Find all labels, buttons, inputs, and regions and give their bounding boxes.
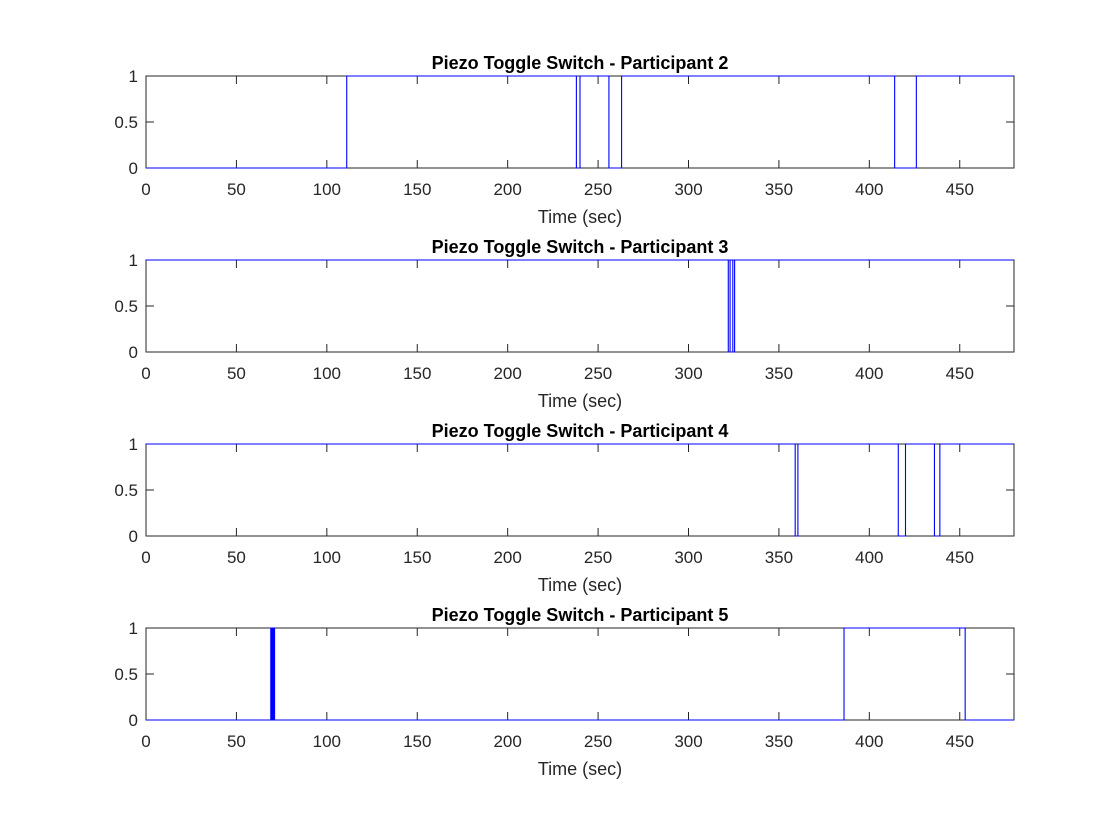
x-tick-label: 400 <box>855 732 883 751</box>
x-tick-label: 0 <box>141 548 150 567</box>
x-tick-label: 150 <box>403 364 431 383</box>
x-tick-label: 150 <box>403 180 431 199</box>
x-tick-label: 300 <box>674 180 702 199</box>
x-tick-label: 400 <box>855 364 883 383</box>
x-axis-label: Time (sec) <box>538 759 622 779</box>
x-tick-label: 350 <box>765 548 793 567</box>
x-axis-label: Time (sec) <box>538 391 622 411</box>
subplot-title: Piezo Toggle Switch - Participant 3 <box>432 237 729 257</box>
y-tick-label: 1 <box>129 251 138 270</box>
x-axis-label: Time (sec) <box>538 207 622 227</box>
x-tick-label: 150 <box>403 548 431 567</box>
x-tick-label: 250 <box>584 364 612 383</box>
y-tick-label: 0.5 <box>114 665 138 684</box>
x-tick-label: 250 <box>584 548 612 567</box>
y-tick-label: 0.5 <box>114 113 138 132</box>
x-tick-label: 0 <box>141 180 150 199</box>
x-tick-label: 200 <box>493 548 521 567</box>
subplot-4: 0 50 100 150 200 250 300 350 400 450 0 0.5 1 Piezo To… <box>114 421 1015 595</box>
x-tick-label: 350 <box>765 364 793 383</box>
x-tick-label: 350 <box>765 732 793 751</box>
x-tick-label: 450 <box>946 364 974 383</box>
series-line-1 <box>146 627 1014 721</box>
x-tick-label: 100 <box>313 548 341 567</box>
series-line-1 <box>146 75 1014 169</box>
subplot-title: Piezo Toggle Switch - Participant 5 <box>432 605 729 625</box>
x-tick-label: 100 <box>313 180 341 199</box>
series-line-1 <box>146 259 1014 353</box>
x-tick-label: 450 <box>946 548 974 567</box>
y-tick-label: 0 <box>129 159 138 178</box>
x-tick-label: 50 <box>227 364 246 383</box>
x-tick-label: 200 <box>493 180 521 199</box>
x-tick-label: 400 <box>855 548 883 567</box>
subplot-3: 0 50 100 150 200 250 300 350 400 450 0 0.5 1 Piezo To… <box>114 237 1015 411</box>
x-tick-label: 200 <box>493 732 521 751</box>
subplot-5: 0 50 100 150 200 250 300 350 400 450 0 0.5 1 Piezo To… <box>114 605 1015 779</box>
y-tick-label: 1 <box>129 619 138 638</box>
x-tick-label: 100 <box>313 364 341 383</box>
y-tick-label: 0.5 <box>114 297 138 316</box>
x-tick-label: 350 <box>765 180 793 199</box>
y-tick-label: 0 <box>129 343 138 362</box>
x-tick-label: 250 <box>584 732 612 751</box>
y-tick-label: 1 <box>129 67 138 86</box>
x-tick-label: 300 <box>674 732 702 751</box>
x-tick-label: 450 <box>946 180 974 199</box>
y-tick-label: 0 <box>129 527 138 546</box>
axes-box <box>145 627 1015 721</box>
y-tick-label: 0.5 <box>114 481 138 500</box>
axes-box <box>145 443 1015 537</box>
x-tick-label: 50 <box>227 180 246 199</box>
axes-box <box>145 259 1015 353</box>
subplot-2: 0 50 100 150 200 250 300 350 400 450 0 0.5 1 Piezo To… <box>114 53 1015 227</box>
series-line-1 <box>146 443 1014 537</box>
subplot-title: Piezo Toggle Switch - Participant 2 <box>432 53 729 73</box>
x-tick-label: 400 <box>855 180 883 199</box>
x-tick-label: 50 <box>227 732 246 751</box>
y-tick-label: 1 <box>129 435 138 454</box>
y-tick-label: 0 <box>129 711 138 730</box>
x-axis-label: Time (sec) <box>538 575 622 595</box>
x-tick-label: 300 <box>674 548 702 567</box>
x-tick-label: 0 <box>141 732 150 751</box>
subplot-title: Piezo Toggle Switch - Participant 4 <box>432 421 729 441</box>
x-tick-label: 100 <box>313 732 341 751</box>
x-tick-label: 250 <box>584 180 612 199</box>
x-tick-label: 200 <box>493 364 521 383</box>
x-tick-label: 150 <box>403 732 431 751</box>
x-tick-label: 300 <box>674 364 702 383</box>
x-tick-label: 0 <box>141 364 150 383</box>
x-tick-label: 50 <box>227 548 246 567</box>
x-tick-label: 450 <box>946 732 974 751</box>
